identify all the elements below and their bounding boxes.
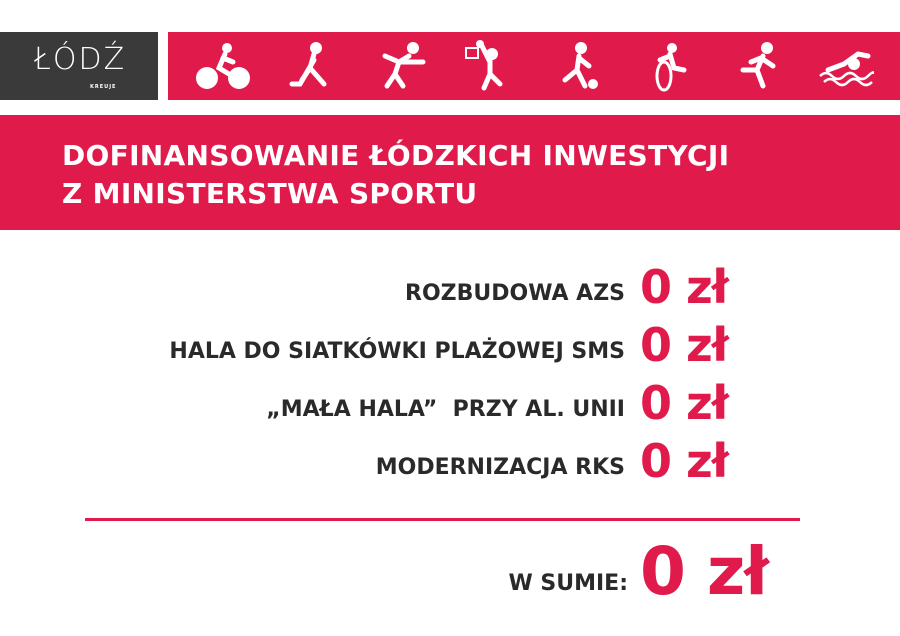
lodz-logo: ŁÓDŹ KREUJE: [0, 32, 158, 100]
logo-subtext: KREUJE: [90, 84, 117, 90]
page-title: DOFINANSOWANIE ŁÓDZKICH INWESTYCJI Z MIN…: [62, 137, 729, 213]
title-line-1: DOFINANSOWANIE ŁÓDZKICH INWESTYCJI: [62, 139, 730, 172]
funding-amount: 0 zł: [640, 318, 729, 372]
hockey-icon: [289, 42, 326, 87]
total-label: W SUMIE:: [508, 571, 628, 596]
handball-icon: [382, 42, 425, 89]
divider: [85, 518, 800, 521]
funding-row: „MAŁA HALA” PRZY AL. UNII 0 zł: [0, 374, 900, 432]
sport-icons-band: [168, 32, 900, 100]
funding-row: HALA DO SIATKÓWKI PLAŻOWEJ SMS 0 zł: [0, 316, 900, 374]
funding-amount: 0 zł: [640, 260, 729, 314]
swimming-icon: [818, 51, 874, 87]
funding-row: MODERNIZACJA RKS 0 zł: [0, 432, 900, 490]
investment-label: HALA DO SIATKÓWKI PLAŻOWEJ SMS: [169, 339, 625, 364]
basketball-icon: [464, 40, 502, 91]
funding-amount: 0 zł: [640, 434, 729, 488]
total-amount: 0 zł: [640, 533, 769, 610]
running-icon: [740, 42, 775, 89]
investment-label: ROZBUDOWA AZS: [405, 281, 625, 306]
funding-amount: 0 zł: [640, 376, 729, 430]
investment-label: MODERNIZACJA RKS: [375, 455, 625, 480]
title-banner: DOFINANSOWANIE ŁÓDZKICH INWESTYCJI Z MIN…: [0, 115, 900, 230]
funding-row: ROZBUDOWA AZS 0 zł: [0, 258, 900, 316]
cycling-icon: [195, 43, 250, 89]
wheelchair-icon: [655, 43, 686, 92]
football-icon: [562, 42, 598, 89]
total-row: W SUMIE: 0 zł: [0, 533, 900, 610]
title-line-2: Z MINISTERSTWA SPORTU: [62, 177, 478, 210]
investment-label: „MAŁA HALA” PRZY AL. UNII: [266, 397, 625, 422]
logo-text: ŁÓDŹ: [34, 42, 127, 77]
